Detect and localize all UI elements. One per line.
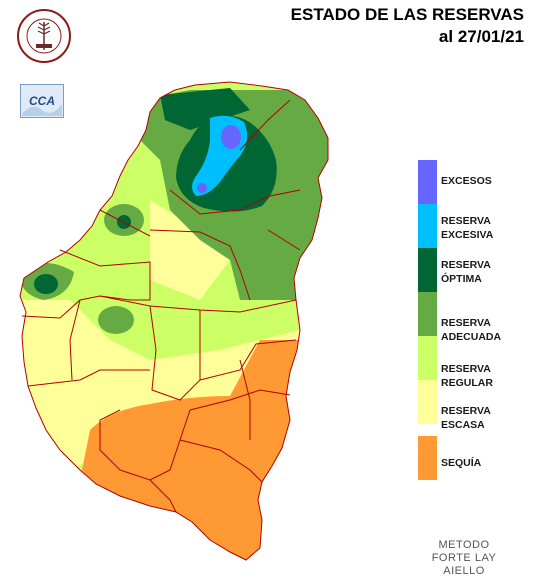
legend-swatch xyxy=(418,248,437,292)
method-line-3: AIELLO xyxy=(443,565,485,577)
zone-scarce xyxy=(20,300,320,470)
map-title: ESTADO DE LAS RESERVAS al 27/01/21 xyxy=(230,4,524,48)
legend-swatch xyxy=(418,204,437,248)
legend-item-reserva-adecuada: RESERVA ADECUADA xyxy=(418,292,528,343)
legend-swatch xyxy=(418,436,437,480)
legend-item-reserva-regular: RESERVA REGULAR xyxy=(418,336,528,389)
legend-label: RESERVA ADECUADA xyxy=(441,317,502,343)
title-date: al 27/01/21 xyxy=(438,27,524,46)
legend-swatch xyxy=(418,380,437,424)
legend-item-reserva-optima: RESERVA ÓPTIMA xyxy=(418,248,528,292)
legend-label: RESERVA REGULAR xyxy=(441,363,493,389)
method-line-1: METODO xyxy=(438,539,490,551)
title-line-1: ESTADO DE LAS RESERVAS xyxy=(290,5,524,24)
legend-label: RESERVA ESCASA xyxy=(441,405,491,431)
zone-excess-2 xyxy=(197,183,207,193)
legend-swatch xyxy=(418,292,437,336)
method-line-2: FORTE LAY xyxy=(431,552,497,564)
legend-item-reserva-escasa: RESERVA ESCASA xyxy=(418,380,528,431)
legend-item-excesos: EXCESOS xyxy=(418,160,528,204)
department-borders xyxy=(19,81,329,561)
legend-label: EXCESOS xyxy=(441,175,492,187)
legend-label: SEQUÍA xyxy=(441,457,482,469)
legend-item-sequia: SEQUÍA xyxy=(418,436,528,480)
legend-label: RESERVA EXCESIVA xyxy=(441,215,494,241)
legend-swatch xyxy=(418,336,437,380)
legend-label: RESERVA ÓPTIMA xyxy=(441,259,491,285)
bolsa-logo-icon xyxy=(17,9,71,63)
method-note: METODO FORTE LAY AIELLO xyxy=(414,539,514,578)
legend-item-reserva-excesiva: RESERVA EXCESIVA xyxy=(418,204,528,248)
zone-excess-1 xyxy=(221,125,241,149)
cca-badge: CCA xyxy=(20,84,64,118)
legend-swatch xyxy=(418,160,437,204)
cca-text: CCA xyxy=(29,94,55,108)
